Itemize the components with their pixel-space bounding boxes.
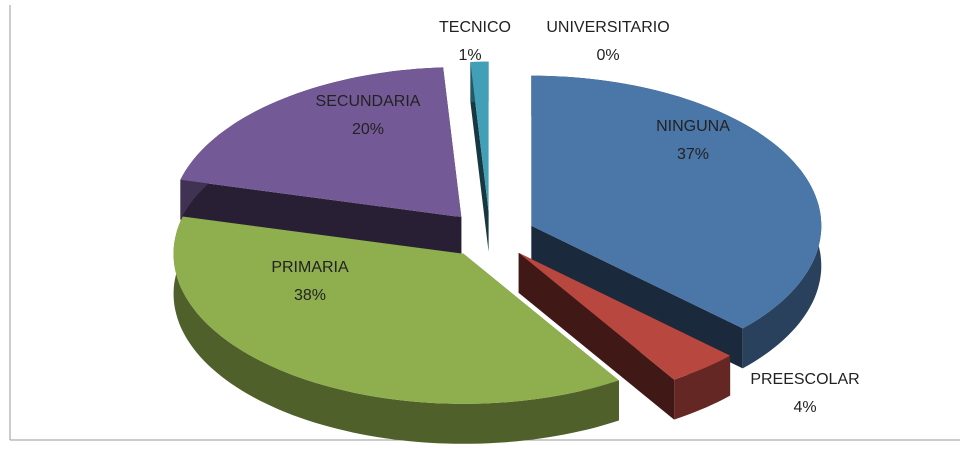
- slice: [531, 75, 822, 329]
- category-label: PRIMARIA: [271, 259, 349, 276]
- slice: [470, 61, 489, 212]
- slice: [180, 67, 462, 218]
- category-label: SECUNDARIA: [316, 93, 421, 110]
- category-label: NINGUNA: [656, 118, 730, 135]
- category-label: TECNICO: [439, 19, 511, 36]
- slice: [173, 216, 619, 404]
- percent-label: 38%: [294, 287, 326, 304]
- percent-label: 0%: [596, 47, 619, 64]
- percent-label: 1%: [458, 47, 481, 64]
- percent-label: 20%: [352, 121, 384, 138]
- percent-label: 37%: [677, 146, 709, 163]
- category-label: UNIVERSITARIO: [546, 19, 669, 36]
- slice-side: [173, 216, 619, 444]
- percent-label: 4%: [793, 399, 816, 416]
- slice-wall: [518, 252, 675, 420]
- slice-wall: [470, 62, 489, 252]
- slice-side: [674, 355, 731, 420]
- slice: [518, 252, 731, 380]
- category-label: PREESCOLAR: [750, 371, 859, 388]
- slice-wall: [180, 179, 462, 258]
- slice-wall: [531, 225, 743, 369]
